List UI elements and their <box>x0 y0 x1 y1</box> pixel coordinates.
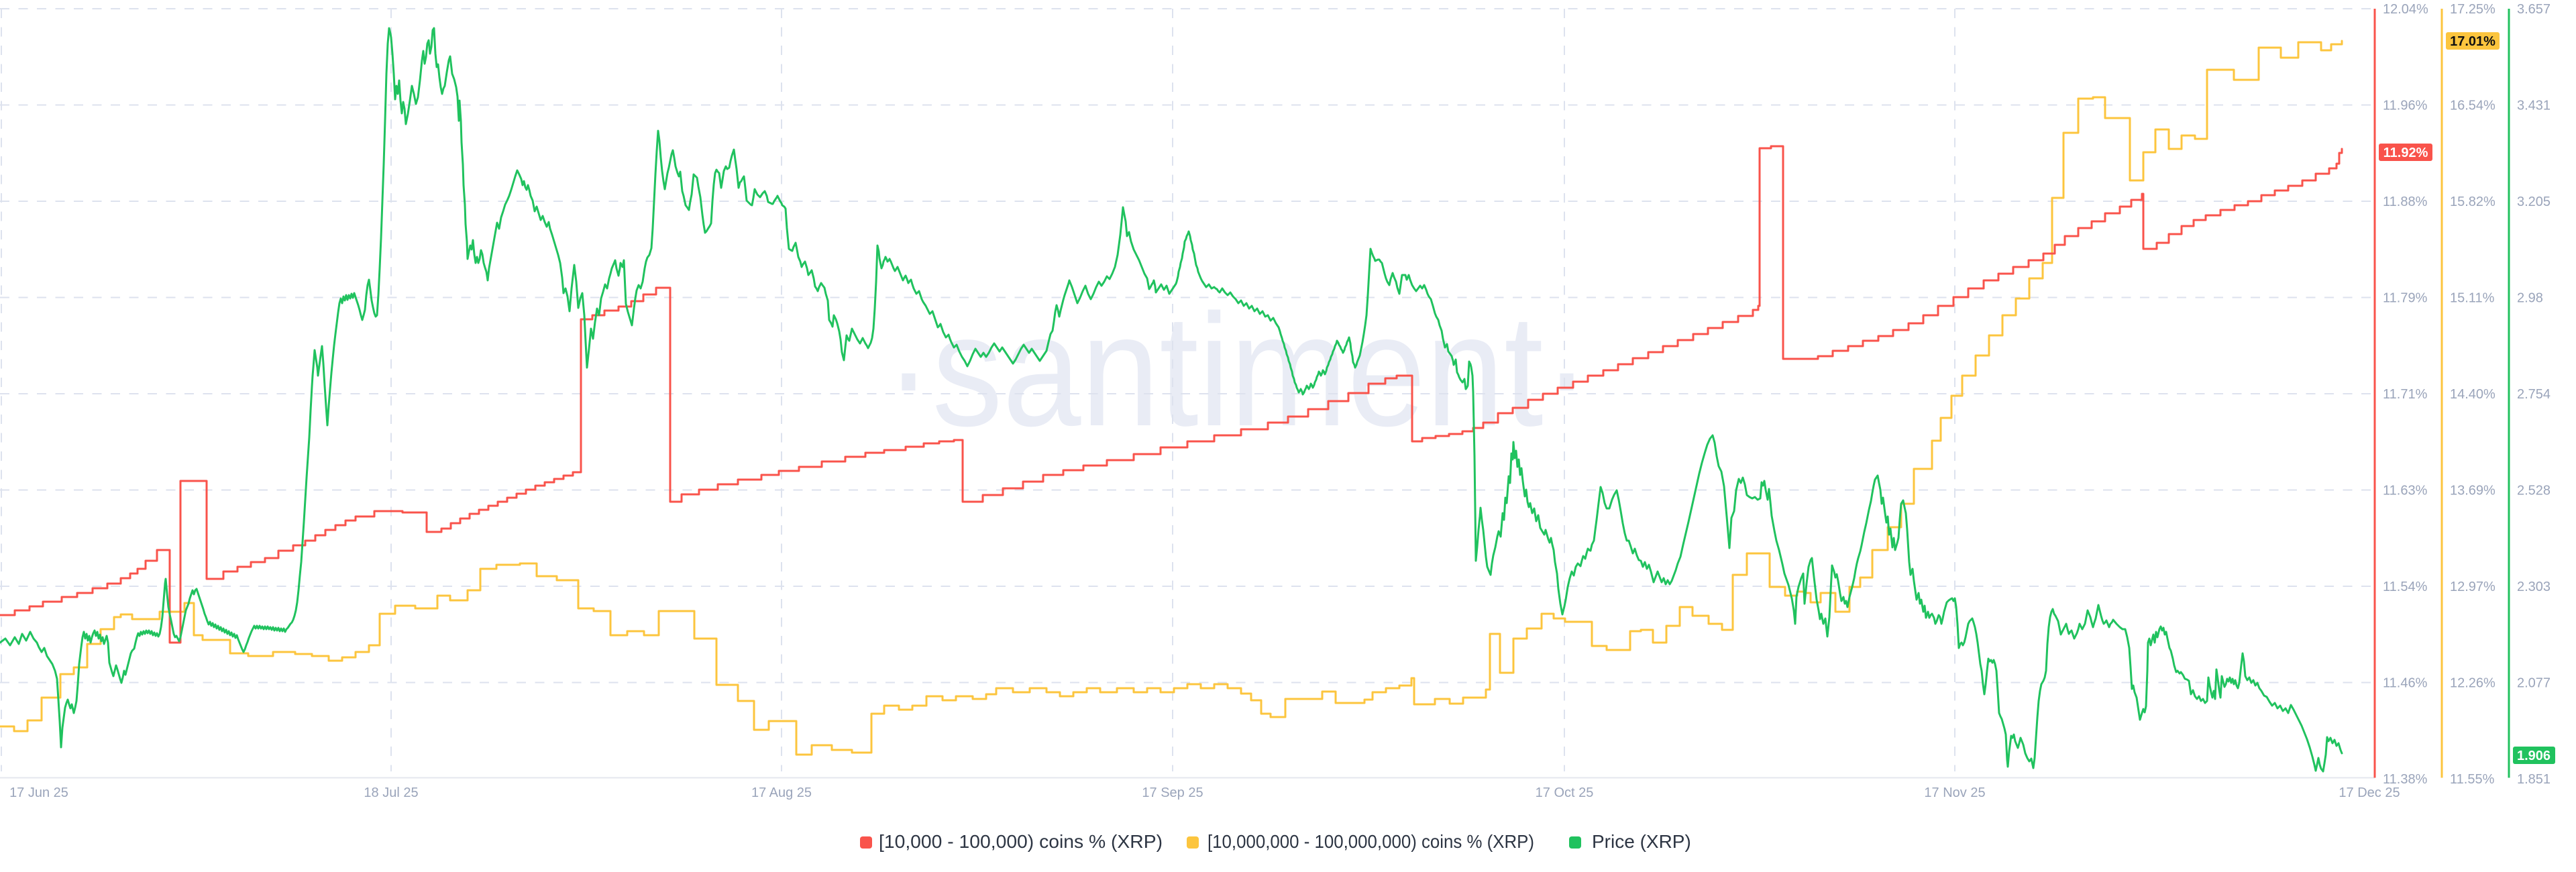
svg-text:·santiment·: ·santiment· <box>885 281 1590 459</box>
svg-text:11.38%: 11.38% <box>2383 772 2428 787</box>
svg-text:11.92%: 11.92% <box>2383 146 2428 160</box>
svg-text:2.528: 2.528 <box>2517 484 2551 498</box>
svg-text:[10,000,000 - 100,000,000) coi: [10,000,000 - 100,000,000) coins % (XRP) <box>1208 831 1534 852</box>
svg-text:[10,000 - 100,000) coins % (XR: [10,000 - 100,000) coins % (XRP) <box>879 831 1163 852</box>
svg-text:Price (XRP): Price (XRP) <box>1592 831 1691 852</box>
svg-text:1.906: 1.906 <box>2517 749 2551 763</box>
svg-text:14.40%: 14.40% <box>2450 387 2496 402</box>
svg-text:11.79%: 11.79% <box>2383 291 2428 306</box>
svg-text:2.754: 2.754 <box>2517 387 2551 402</box>
svg-text:17 Nov 25: 17 Nov 25 <box>1924 785 1985 800</box>
svg-text:11.46%: 11.46% <box>2383 676 2428 691</box>
svg-text:17 Sep 25: 17 Sep 25 <box>1142 785 1203 800</box>
svg-text:11.55%: 11.55% <box>2450 772 2495 787</box>
svg-text:17 Jun 25: 17 Jun 25 <box>9 785 68 800</box>
svg-text:1.851: 1.851 <box>2517 772 2551 787</box>
svg-text:3.431: 3.431 <box>2517 99 2551 113</box>
svg-text:17 Oct 25: 17 Oct 25 <box>1536 785 1594 800</box>
svg-text:2.303: 2.303 <box>2517 580 2551 594</box>
svg-text:11.54%: 11.54% <box>2383 580 2428 594</box>
svg-text:3.205: 3.205 <box>2517 195 2551 209</box>
svg-text:17 Aug 25: 17 Aug 25 <box>751 785 812 800</box>
svg-text:3.657: 3.657 <box>2517 2 2551 17</box>
svg-text:11.71%: 11.71% <box>2383 387 2428 402</box>
svg-text:2.98: 2.98 <box>2517 291 2543 306</box>
svg-text:18 Jul 25: 18 Jul 25 <box>364 785 418 800</box>
svg-text:12.97%: 12.97% <box>2450 580 2496 594</box>
svg-text:15.82%: 15.82% <box>2450 195 2496 209</box>
svg-text:17 Dec 25: 17 Dec 25 <box>2339 785 2400 800</box>
svg-text:11.96%: 11.96% <box>2383 99 2428 113</box>
svg-text:15.11%: 15.11% <box>2450 291 2495 306</box>
svg-text:12.26%: 12.26% <box>2450 676 2496 691</box>
svg-text:16.54%: 16.54% <box>2450 99 2496 113</box>
svg-text:17.25%: 17.25% <box>2450 2 2496 17</box>
svg-text:17.01%: 17.01% <box>2450 34 2496 49</box>
svg-text:2.077: 2.077 <box>2517 676 2551 691</box>
svg-text:11.88%: 11.88% <box>2383 195 2428 209</box>
svg-text:11.63%: 11.63% <box>2383 484 2428 498</box>
svg-text:12.04%: 12.04% <box>2383 2 2428 17</box>
svg-text:13.69%: 13.69% <box>2450 484 2496 498</box>
